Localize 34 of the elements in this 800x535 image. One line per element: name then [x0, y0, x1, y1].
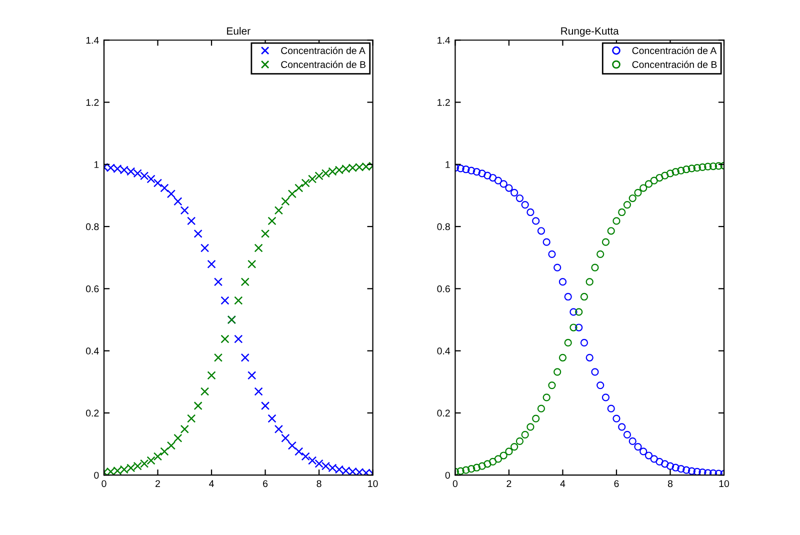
- legend-label: Concentración de A: [281, 46, 366, 54]
- y-tick-label: 0: [445, 472, 450, 479]
- y-tick-label: 0.2: [86, 410, 99, 417]
- x-tick-label: 8: [668, 480, 673, 488]
- x-tick-label: 4: [560, 480, 566, 487]
- x-tick-label: 4: [209, 480, 214, 487]
- legend-label: Concentración de A: [632, 46, 717, 54]
- x-tick-label: 2: [156, 480, 160, 487]
- x-tick-label: 0: [102, 480, 106, 488]
- x-tick-label: 10: [719, 480, 730, 488]
- y-tick-label: 0.4: [437, 348, 450, 354]
- y-tick-label: 0.6: [437, 285, 450, 292]
- chart-title: Runge-Kutta: [561, 27, 619, 37]
- legend-label: Concentración de B: [281, 60, 366, 68]
- x-tick-label: 2: [506, 480, 512, 487]
- legend-label: Concentración de B: [632, 60, 717, 68]
- y-tick-label: 0.2: [437, 410, 450, 417]
- chart-title: Euler: [227, 27, 250, 35]
- y-tick-label: 0.6: [86, 285, 99, 292]
- y-tick-label: 1: [94, 161, 99, 168]
- x-tick-label: 10: [368, 480, 378, 488]
- x-tick-label: 0: [452, 480, 458, 488]
- y-tick-label: 1.2: [86, 98, 99, 106]
- y-tick-label: 0.4: [86, 348, 99, 354]
- y-tick-label: 0.8: [437, 223, 450, 230]
- y-tick-label: 0: [94, 472, 99, 479]
- x-tick-label: 8: [316, 480, 322, 488]
- y-tick-label: 1: [446, 161, 450, 168]
- x-tick-label: 6: [263, 480, 268, 488]
- y-tick-label: 1.4: [86, 36, 99, 44]
- y-tick-label: 1.2: [438, 98, 450, 106]
- y-tick-label: 1.4: [438, 36, 450, 44]
- x-tick-label: 6: [614, 480, 619, 488]
- y-tick-label: 0.8: [86, 223, 99, 230]
